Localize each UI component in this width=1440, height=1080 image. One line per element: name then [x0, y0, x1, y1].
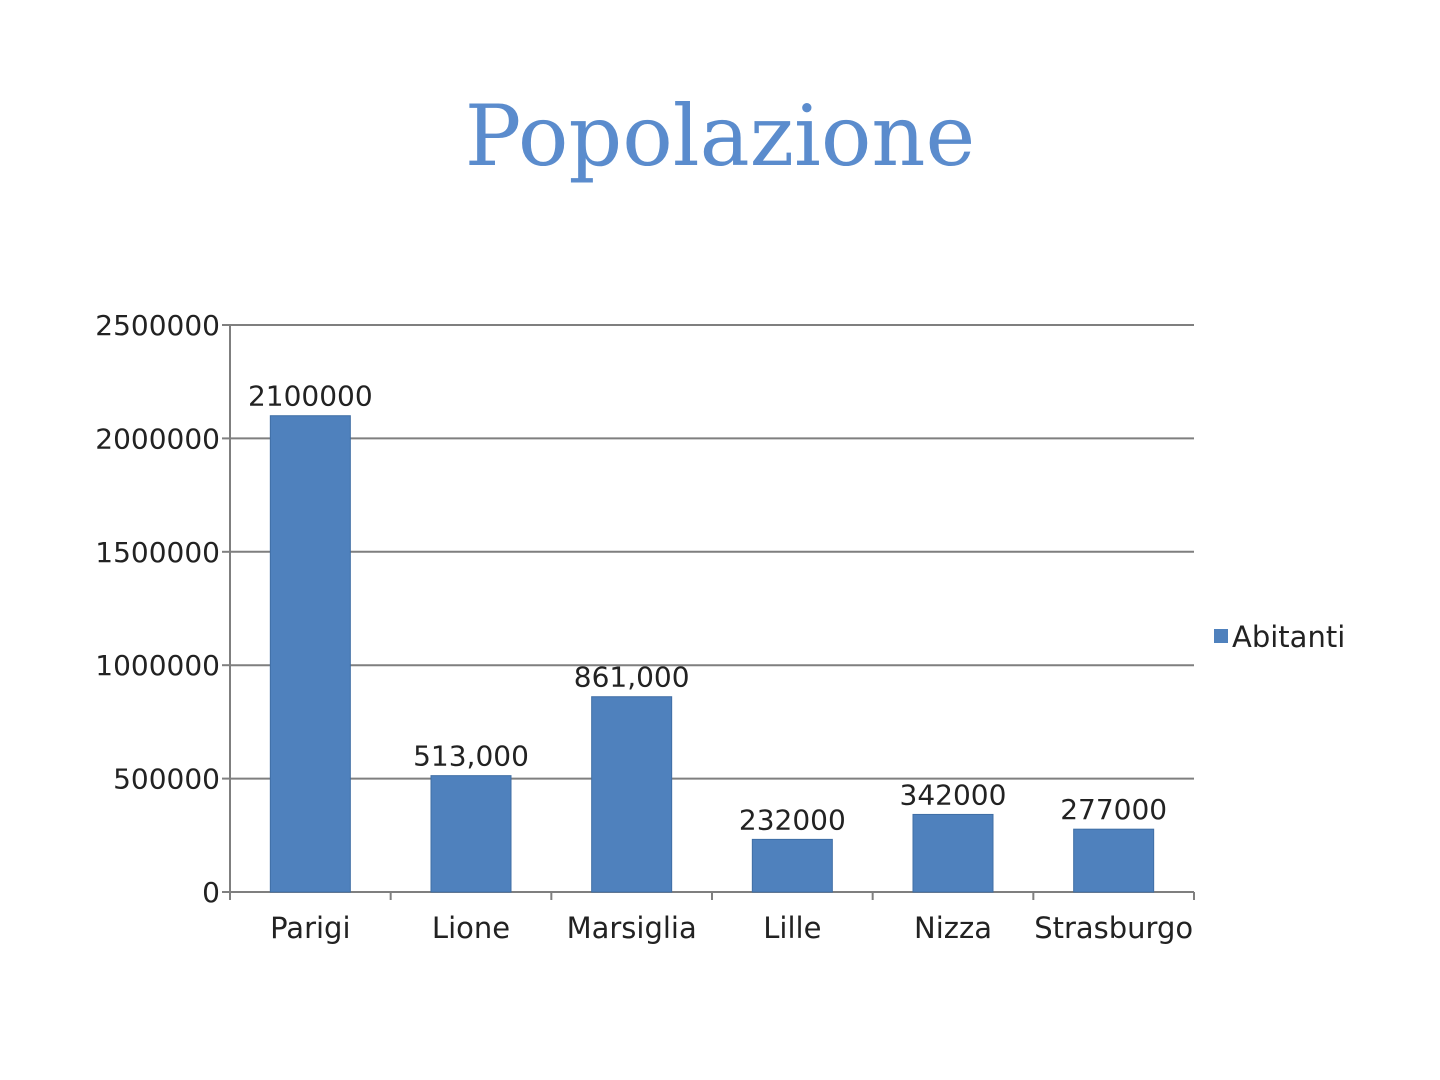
slide-title: Popolazione [464, 87, 976, 185]
data-label: 2100000 [248, 380, 373, 413]
bar [912, 813, 994, 893]
bar [1073, 828, 1155, 893]
x-tick-label: Nizza [914, 911, 992, 945]
y-tick-label: 1000000 [95, 649, 220, 682]
y-tick-label: 1500000 [95, 536, 220, 569]
bars [269, 415, 1155, 893]
axes [222, 324, 1195, 900]
y-tick-label: 2000000 [95, 422, 220, 455]
x-tick-label: Lione [432, 911, 510, 945]
legend-swatch [1214, 629, 1228, 643]
data-label: 342000 [900, 778, 1007, 811]
legend-label: Abitanti [1232, 620, 1345, 654]
data-label: 277000 [1060, 793, 1167, 826]
gridlines [230, 324, 1194, 780]
labels: 0 500000 1000000 1500000 2000000 2500000 21000… [95, 309, 1193, 945]
bar [430, 775, 512, 893]
bar [591, 696, 673, 893]
data-label: 861,000 [574, 661, 690, 694]
bar [751, 838, 833, 893]
y-tick-label: 500000 [113, 763, 220, 796]
legend: Abitanti [1214, 620, 1345, 654]
data-label: 232000 [739, 803, 846, 836]
bar [269, 415, 351, 893]
x-tick-label: Marsiglia [567, 911, 697, 945]
x-tick-label: Strasburgo [1034, 911, 1193, 945]
x-tick-label: Lille [763, 911, 821, 945]
y-tick-label: 2500000 [95, 309, 220, 342]
x-tick-label: Parigi [270, 911, 350, 945]
y-tick-label: 0 [202, 876, 220, 909]
data-label: 513,000 [413, 740, 529, 773]
